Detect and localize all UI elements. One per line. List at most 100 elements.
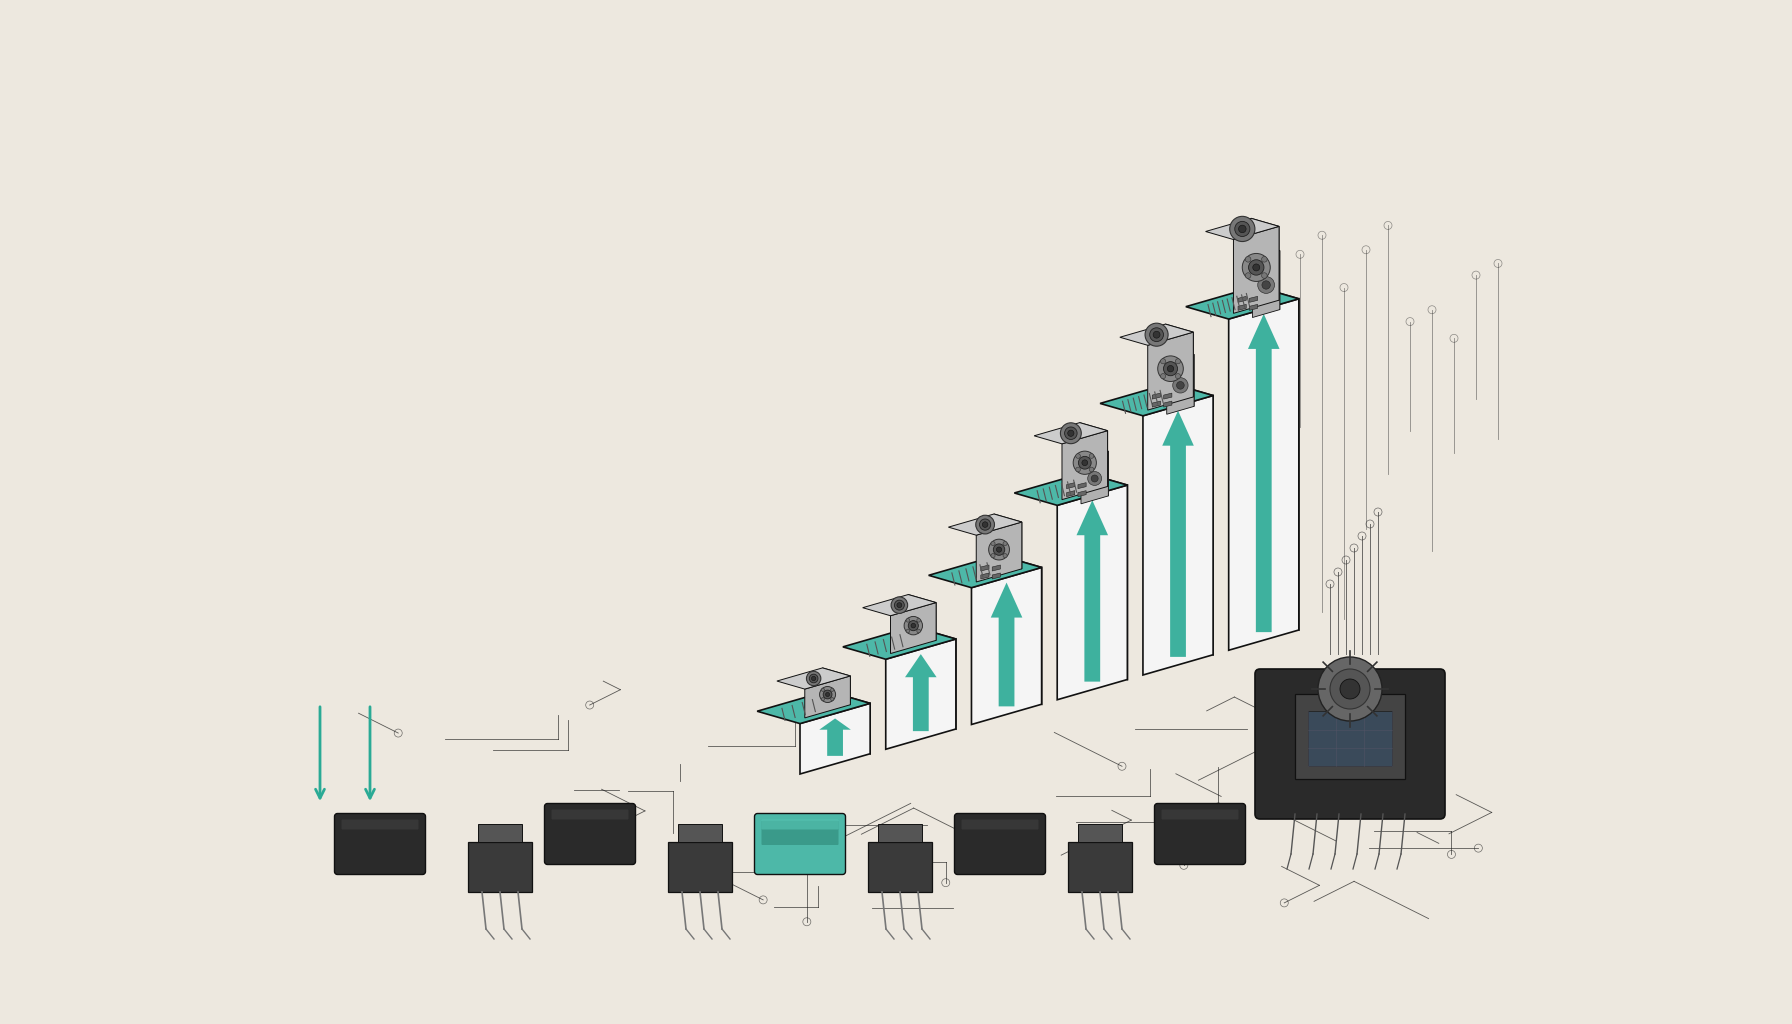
Polygon shape (1152, 401, 1161, 408)
Circle shape (1091, 475, 1098, 482)
Polygon shape (758, 691, 871, 724)
Bar (1079, 824, 1122, 842)
Polygon shape (1084, 473, 1127, 680)
Polygon shape (1079, 482, 1086, 488)
Circle shape (1177, 382, 1185, 389)
FancyBboxPatch shape (754, 813, 846, 874)
Circle shape (1245, 257, 1251, 262)
Polygon shape (1251, 218, 1279, 300)
Polygon shape (1066, 447, 1107, 459)
Bar (468, 842, 532, 892)
Polygon shape (1066, 482, 1075, 488)
Polygon shape (778, 668, 851, 689)
Polygon shape (980, 573, 989, 579)
Circle shape (1176, 374, 1181, 379)
Polygon shape (1265, 247, 1279, 309)
Circle shape (1075, 467, 1081, 472)
Polygon shape (1095, 447, 1107, 496)
Circle shape (1235, 221, 1249, 237)
Circle shape (1258, 276, 1274, 294)
Circle shape (1075, 454, 1081, 459)
Circle shape (1262, 272, 1267, 279)
Bar (478, 824, 521, 842)
Circle shape (1249, 260, 1263, 275)
Circle shape (918, 629, 921, 633)
Circle shape (891, 597, 909, 613)
Circle shape (1068, 430, 1073, 436)
Circle shape (1079, 457, 1091, 469)
Circle shape (918, 618, 921, 623)
Circle shape (1242, 254, 1271, 282)
FancyBboxPatch shape (1154, 804, 1245, 864)
Polygon shape (980, 565, 989, 571)
Circle shape (1152, 331, 1159, 338)
Polygon shape (909, 595, 935, 640)
Polygon shape (1063, 431, 1107, 500)
FancyBboxPatch shape (962, 819, 1039, 829)
Circle shape (812, 676, 815, 681)
Circle shape (977, 515, 995, 534)
Circle shape (907, 629, 910, 633)
Circle shape (1262, 257, 1267, 262)
Circle shape (989, 540, 1009, 560)
Polygon shape (1120, 324, 1193, 345)
Polygon shape (905, 654, 937, 731)
Circle shape (1176, 358, 1181, 364)
Polygon shape (971, 567, 1041, 725)
Circle shape (1163, 361, 1177, 376)
Polygon shape (1034, 423, 1107, 443)
Polygon shape (885, 639, 955, 750)
Circle shape (831, 688, 833, 691)
Polygon shape (1081, 452, 1107, 504)
Bar (1068, 842, 1133, 892)
FancyBboxPatch shape (552, 810, 629, 819)
Polygon shape (1238, 296, 1245, 302)
Circle shape (831, 697, 833, 700)
Polygon shape (1014, 473, 1127, 506)
Polygon shape (1100, 383, 1213, 416)
Polygon shape (1079, 490, 1086, 497)
Polygon shape (993, 565, 1000, 571)
Polygon shape (1229, 299, 1299, 650)
Circle shape (1330, 669, 1371, 709)
Polygon shape (1238, 304, 1245, 310)
Polygon shape (1147, 332, 1193, 410)
Polygon shape (1249, 296, 1258, 302)
Circle shape (1090, 454, 1093, 459)
Circle shape (894, 600, 905, 610)
Circle shape (896, 603, 901, 607)
Polygon shape (948, 514, 1021, 536)
Polygon shape (1163, 411, 1193, 656)
Circle shape (1167, 366, 1174, 372)
Circle shape (806, 672, 821, 686)
Circle shape (1161, 374, 1165, 379)
Circle shape (1150, 328, 1163, 342)
Polygon shape (977, 522, 1021, 582)
Circle shape (1317, 657, 1382, 721)
Polygon shape (799, 703, 871, 774)
FancyBboxPatch shape (762, 820, 839, 845)
Polygon shape (1253, 251, 1279, 317)
Bar (1308, 711, 1392, 766)
Polygon shape (995, 514, 1021, 568)
FancyBboxPatch shape (1254, 669, 1444, 819)
Circle shape (1161, 358, 1165, 364)
Circle shape (821, 697, 824, 700)
Polygon shape (1057, 485, 1127, 699)
Polygon shape (1186, 287, 1299, 319)
FancyBboxPatch shape (545, 804, 636, 864)
Polygon shape (1152, 393, 1161, 399)
Polygon shape (1249, 304, 1258, 310)
Polygon shape (842, 627, 955, 659)
Polygon shape (1170, 383, 1213, 654)
Polygon shape (1077, 501, 1107, 682)
Polygon shape (991, 583, 1021, 707)
Polygon shape (862, 595, 935, 615)
FancyBboxPatch shape (335, 813, 425, 874)
Polygon shape (1238, 247, 1279, 258)
Circle shape (1253, 264, 1260, 271)
Bar (668, 842, 731, 892)
Circle shape (905, 616, 923, 635)
Polygon shape (928, 555, 1041, 588)
FancyBboxPatch shape (762, 819, 839, 829)
